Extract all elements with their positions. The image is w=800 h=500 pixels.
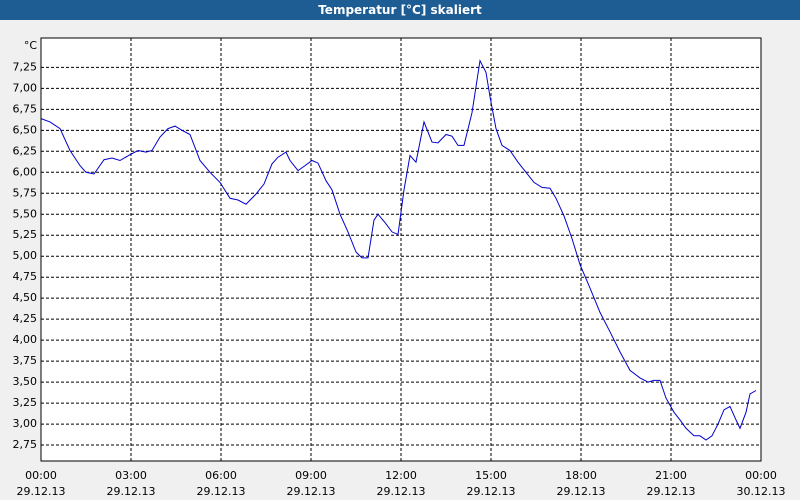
y-tick-label: 6,75 bbox=[13, 102, 38, 115]
y-unit: °C bbox=[24, 39, 38, 52]
y-tick-label: 4,00 bbox=[13, 333, 38, 346]
y-tick-label: 3,00 bbox=[13, 417, 38, 430]
x-tick-label: 06:00 29.12.13 bbox=[196, 469, 246, 498]
y-tick-label: 6,25 bbox=[13, 144, 38, 157]
plot-border bbox=[40, 37, 762, 462]
data-line bbox=[40, 59, 757, 441]
title-bar: Temperatur [°C] skaliert bbox=[0, 0, 800, 20]
y-tick-label: 3,75 bbox=[13, 354, 38, 367]
x-tick-label: 09:00 29.12.13 bbox=[286, 469, 336, 498]
y-tick-label: 7,00 bbox=[13, 81, 38, 94]
y-tick-label: 5,75 bbox=[13, 186, 38, 199]
y-tick-label: 3,50 bbox=[13, 375, 38, 388]
x-tick-label: 00:00 29.12.13 bbox=[16, 469, 66, 498]
x-tick-label: 21:00 29.12.13 bbox=[646, 469, 696, 498]
y-tick-label: 4,25 bbox=[13, 312, 38, 325]
x-tick-label: 18:00 29.12.13 bbox=[556, 469, 606, 498]
x-tick-label: 15:00 29.12.13 bbox=[466, 469, 516, 498]
x-tick-label: 03:00 29.12.13 bbox=[106, 469, 156, 498]
y-tick-label: 4,75 bbox=[13, 270, 38, 283]
y-tick-label: 5,00 bbox=[13, 249, 38, 262]
y-tick-label: 6,00 bbox=[13, 165, 38, 178]
y-tick-label: 5,50 bbox=[13, 207, 38, 220]
y-tick-label: 5,25 bbox=[13, 228, 38, 241]
y-tick-label: 3,25 bbox=[13, 396, 38, 409]
y-tick-label: 2,75 bbox=[13, 438, 38, 451]
y-tick-label: 4,50 bbox=[13, 291, 38, 304]
x-tick-label: 12:00 29.12.13 bbox=[376, 469, 426, 498]
y-tick-label: 7,25 bbox=[13, 60, 38, 73]
y-tick-label: 6,50 bbox=[13, 123, 38, 136]
x-tick-label: 00:00 30.12.13 bbox=[736, 469, 786, 498]
